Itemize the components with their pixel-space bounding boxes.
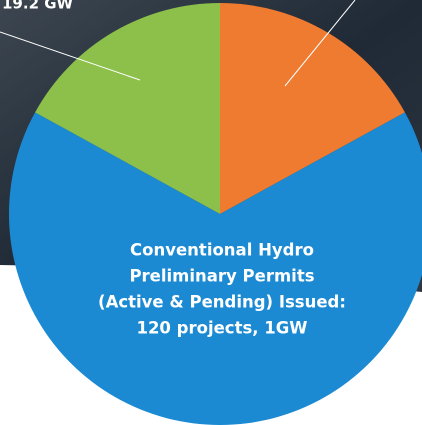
center-label-line: 120 projects, 1GW [136, 319, 307, 338]
chart: 19.2 GW Conventional Hydro Preliminary Pe… [0, 0, 422, 425]
center-label-line: Conventional Hydro [130, 241, 314, 260]
center-label-line: (Active & Pending) Issued: [98, 293, 346, 312]
center-label-line: Preliminary Permits [129, 267, 314, 286]
pie [9, 3, 422, 425]
page: 19.2 GW Conventional Hydro Preliminary Pe… [0, 0, 422, 425]
annotation: 19.2 GW [2, 0, 74, 13]
